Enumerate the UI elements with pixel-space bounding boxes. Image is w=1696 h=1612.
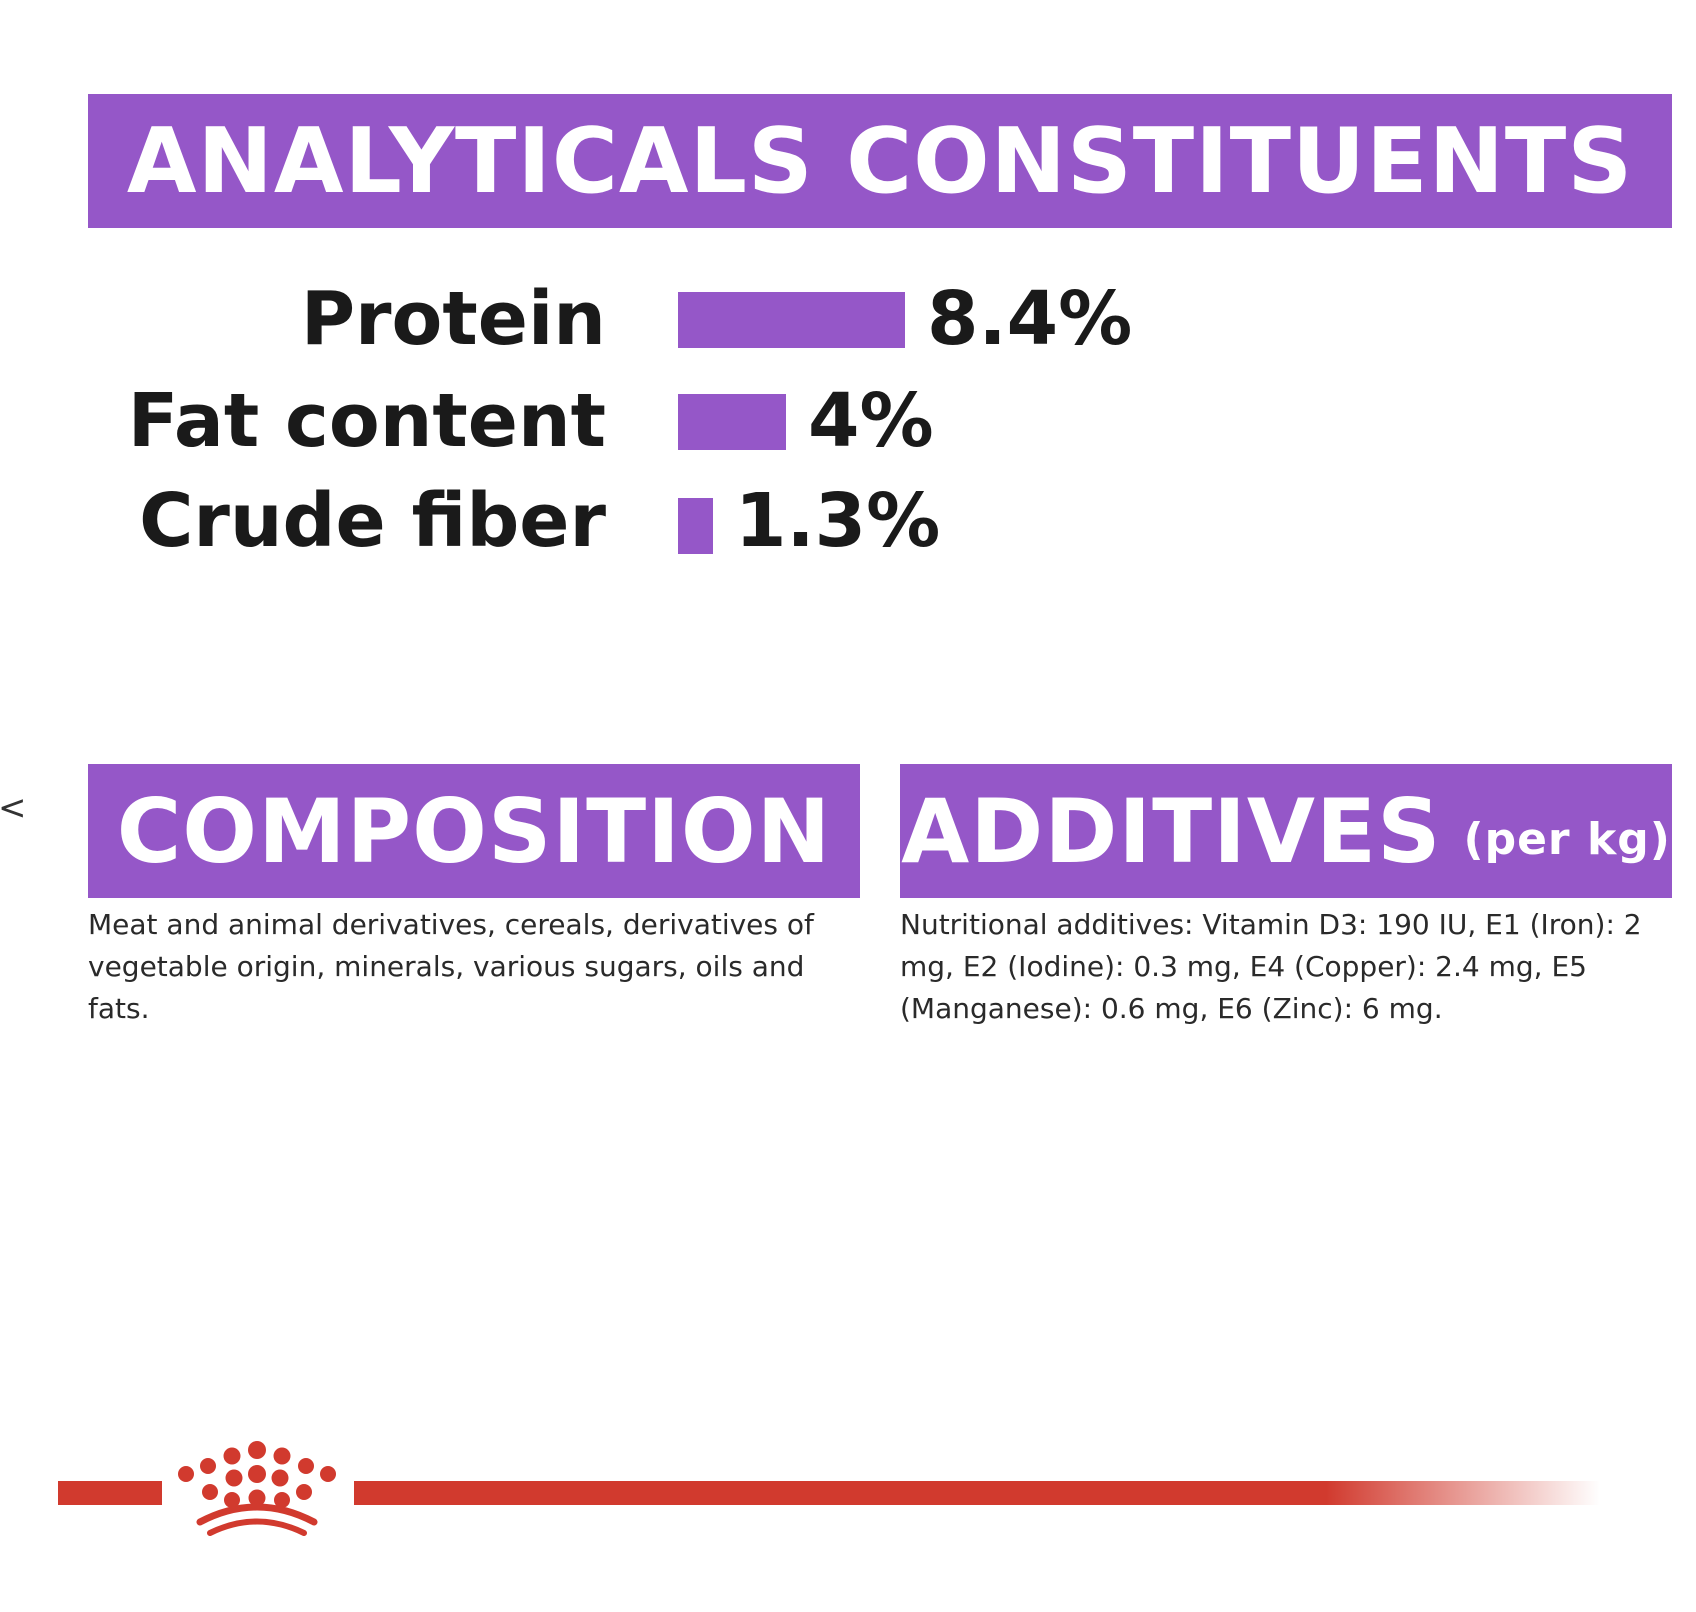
crown-icon xyxy=(178,1441,336,1536)
composition-text: Meat and animal derivatives, cereals, de… xyxy=(88,908,814,1025)
constituent-label: Protein xyxy=(300,276,606,362)
additives-unit-suffix: (per kg) xyxy=(1463,813,1671,865)
additives-title: ADDITIVES xyxy=(901,779,1442,883)
analytical-constituents-title: ANALYTICALS CONSTITUENTS xyxy=(126,108,1634,214)
constituent-row-protein: Protein 8.4% xyxy=(0,274,1696,364)
constituent-row-fiber: Crude fiber 1.3% xyxy=(0,476,1696,566)
analytical-constituents-header: ANALYTICALS CONSTITUENTS xyxy=(88,94,1672,228)
constituent-value: 8.4% xyxy=(927,276,1133,362)
constituent-bar xyxy=(678,292,905,348)
constituent-label: Fat content xyxy=(127,378,606,464)
constituent-value: 1.3% xyxy=(735,478,941,564)
left-arrow-mark: < xyxy=(0,788,27,828)
constituent-label: Crude fiber xyxy=(139,478,606,564)
constituent-value: 4% xyxy=(808,378,934,464)
constituent-bar xyxy=(678,498,713,554)
composition-title: COMPOSITION xyxy=(116,779,832,883)
additives-header: ADDITIVES (per kg) xyxy=(900,764,1672,898)
composition-header: COMPOSITION xyxy=(88,764,860,898)
footer-rule-right xyxy=(354,1481,1600,1505)
footer-rule-left xyxy=(58,1481,162,1505)
additives-text: Nutritional additives: Vitamin D3: 190 I… xyxy=(900,908,1642,1025)
constituent-row-fat: Fat content 4% xyxy=(0,376,1696,466)
constituent-bar xyxy=(678,394,786,450)
